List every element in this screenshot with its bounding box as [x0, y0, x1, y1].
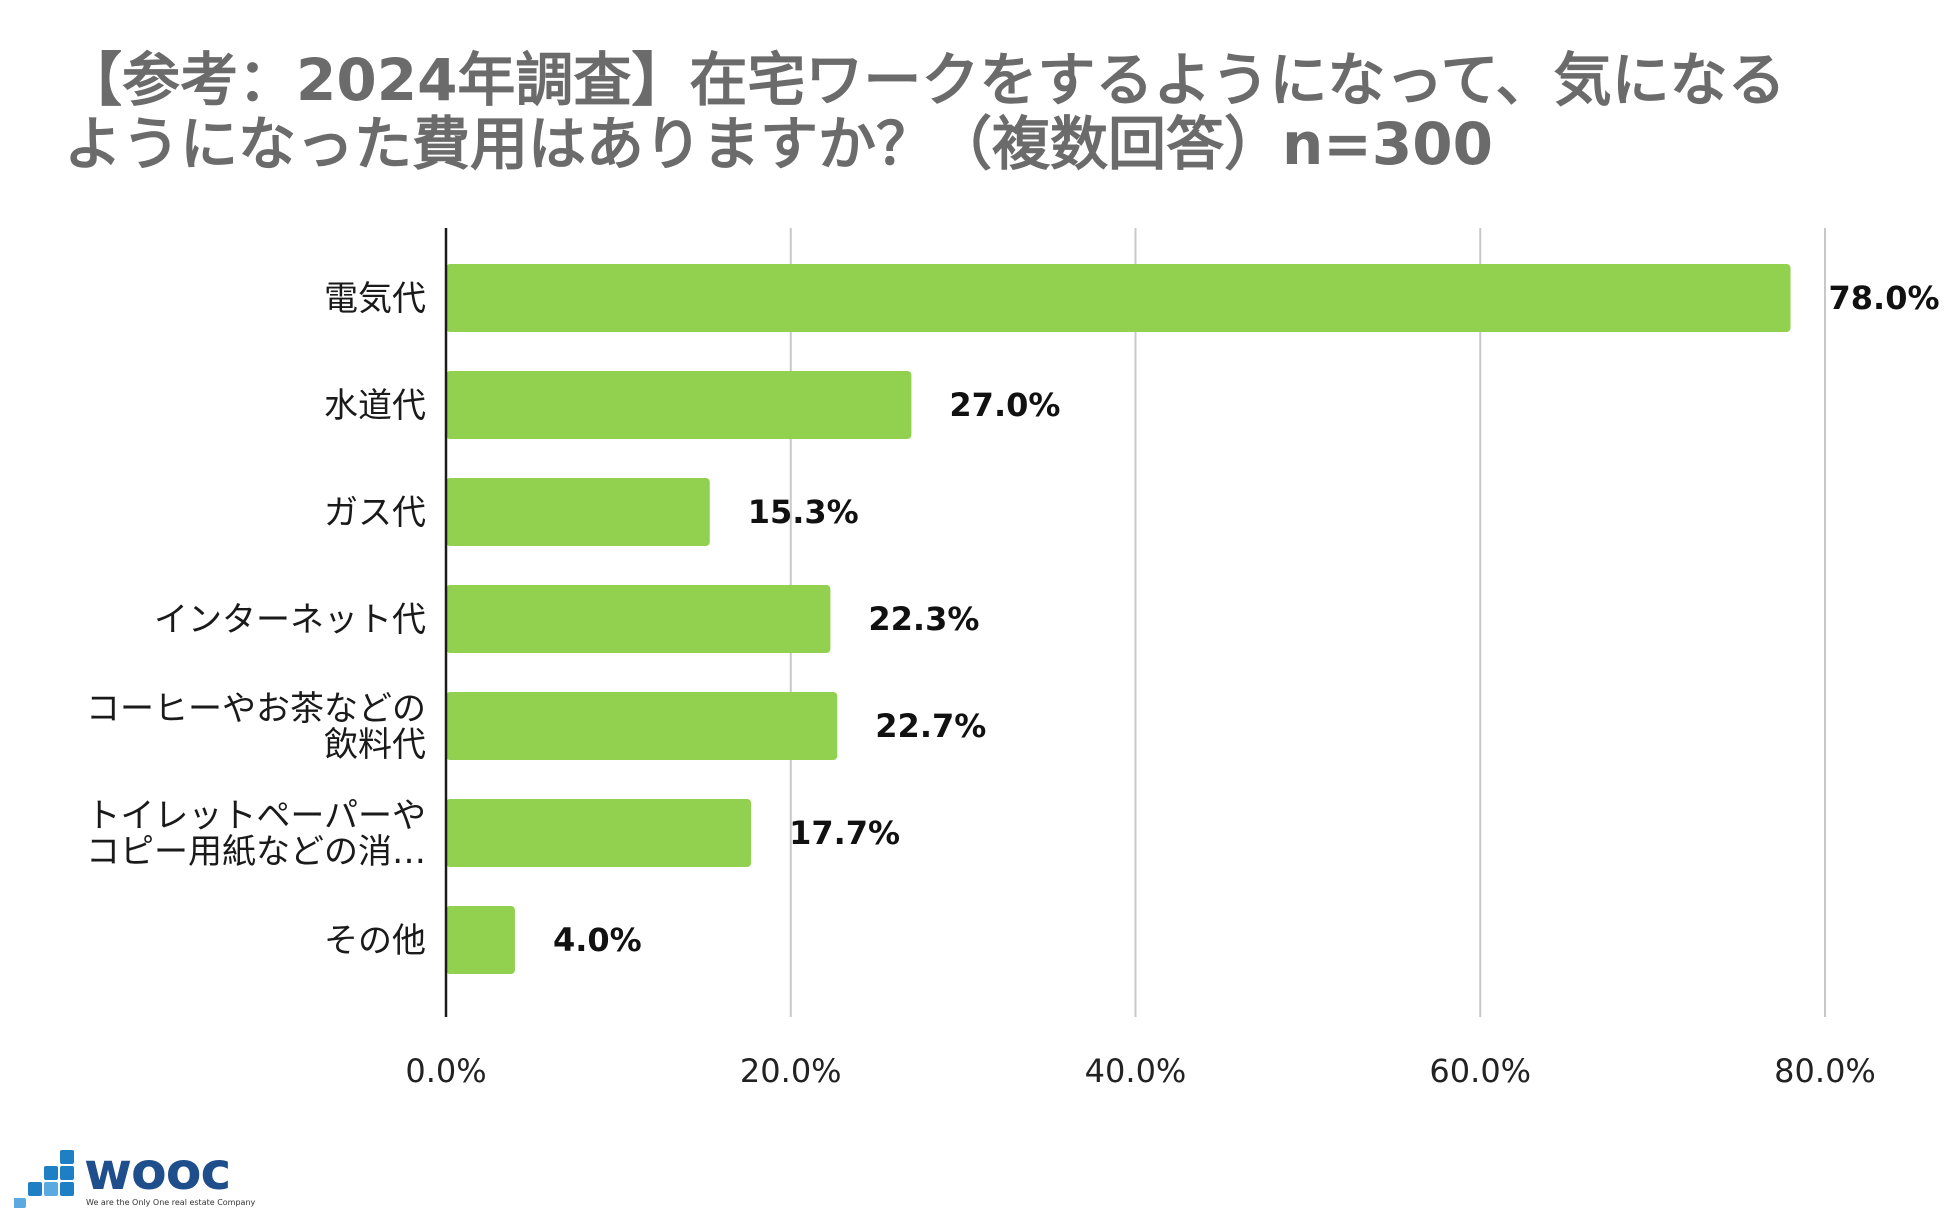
category-label-3-line-0: インターネット代 [154, 600, 426, 640]
x-tick-label-4: 80.0% [1774, 1052, 1876, 1090]
bar-3 [446, 585, 831, 653]
bars [446, 264, 1791, 974]
category-label-5-line-1: コピー用紙などの消… [86, 832, 426, 872]
bar-6 [446, 906, 515, 974]
category-label-6: その他 [324, 921, 426, 961]
category-label-6-line-0: その他 [324, 921, 426, 961]
value-label-0: 78.0% [1829, 279, 1940, 317]
value-label-6: 4.0% [553, 921, 642, 959]
chart-title: 【参考：2024年調査】在宅ワークをするようになって、気になる ようになった費用… [64, 48, 1924, 176]
bar-1 [446, 371, 912, 439]
value-label-4: 22.7% [875, 707, 986, 745]
bar-4 [446, 692, 838, 760]
category-label-3: インターネット代 [154, 600, 426, 640]
logo-blocks-icon [14, 1150, 74, 1208]
wooc-logo: wooc We are the Only One real estate Com… [14, 1142, 264, 1208]
x-tick-label-3: 60.0% [1429, 1052, 1531, 1090]
category-label-5: トイレットペーパーやコピー用紙などの消… [86, 796, 426, 872]
value-label-1: 27.0% [949, 386, 1060, 424]
category-label-0: 電気代 [324, 279, 426, 319]
logo-wordmark: wooc [84, 1142, 231, 1202]
logo-tagline: We are the Only One real estate Company [86, 1198, 256, 1207]
bar-5 [446, 799, 752, 867]
value-label-3: 22.3% [868, 600, 979, 638]
category-label-4-line-1: 飲料代 [324, 725, 426, 765]
bar-0 [446, 264, 1791, 332]
bar-chart: 0.0% 20.0% 40.0% 60.0% 80.0% 78.0% 電気代 27.0% 水道代… [86, 228, 1940, 1090]
chart-title-line-2: ようになった費用はありますか？（複数回答）n=300 [64, 110, 1493, 178]
category-label-2-line-0: ガス代 [324, 493, 426, 533]
x-tick-label-1: 20.0% [740, 1052, 842, 1090]
category-label-2: ガス代 [324, 493, 426, 533]
category-label-1-line-0: 水道代 [324, 386, 426, 426]
chart-title-line-1: 【参考：2024年調査】在宅ワークをするようになって、気になる [64, 46, 1786, 114]
value-label-5: 17.7% [789, 814, 900, 852]
category-label-0-line-0: 電気代 [324, 279, 426, 319]
x-tick-label-2: 40.0% [1085, 1052, 1187, 1090]
category-label-4-line-0: コーヒーやお茶などの [86, 689, 426, 729]
category-label-1: 水道代 [324, 386, 426, 426]
labels: 0.0% 20.0% 40.0% 60.0% 80.0% 78.0% 電気代 27.0% 水道代… [86, 279, 1940, 1090]
bar-2 [446, 478, 710, 546]
value-label-2: 15.3% [748, 493, 859, 531]
category-label-5-line-0: トイレットペーパーや [86, 796, 426, 836]
x-tick-label-0: 0.0% [405, 1052, 486, 1090]
